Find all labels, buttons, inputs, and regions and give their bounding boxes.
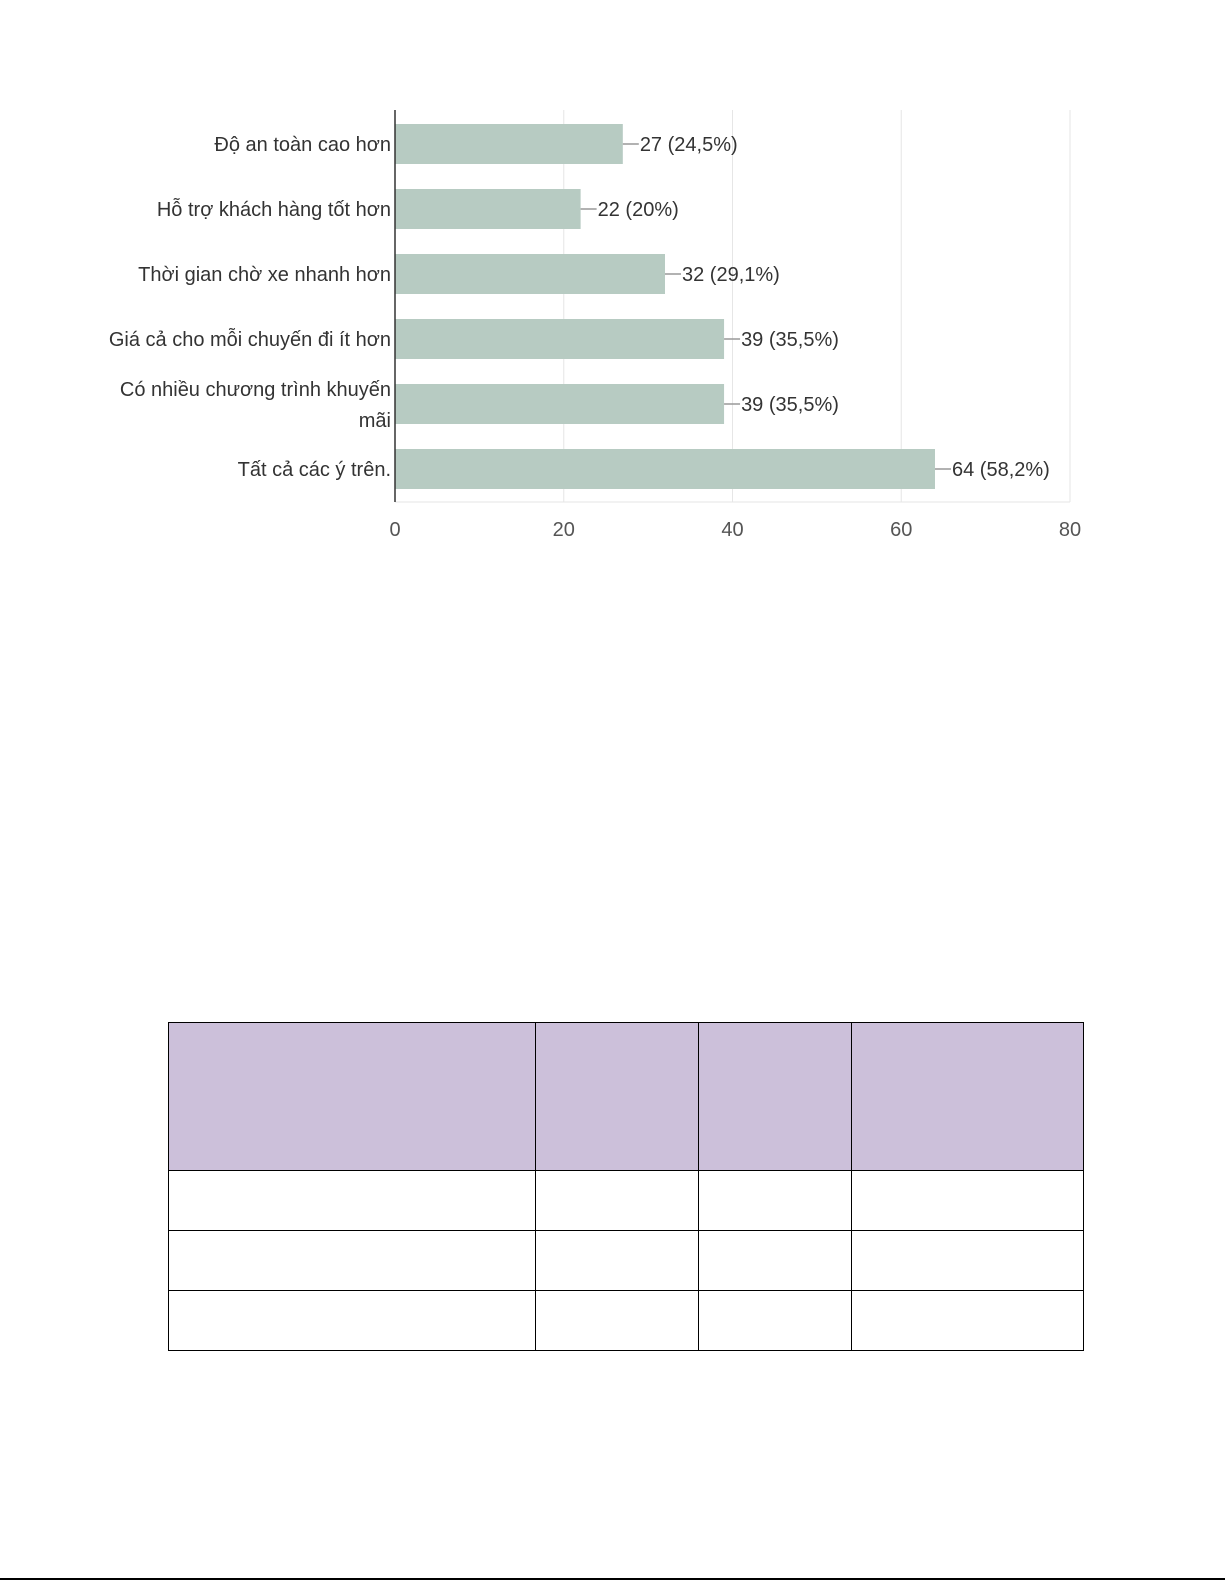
table-cell (535, 1290, 699, 1351)
bar (395, 319, 725, 359)
x-tick-label: 0 (389, 519, 400, 541)
table-cell (851, 1170, 1084, 1231)
table-cell (535, 1230, 699, 1291)
table-cell (168, 1290, 536, 1351)
table-header-row (168, 1022, 1084, 1171)
chart-tick-labels: 0 20 40 60 80 (389, 519, 1081, 541)
table-row (168, 1230, 1084, 1291)
chart-gridlines (395, 110, 1071, 503)
chart-leader-lines (580, 143, 951, 470)
category-label: Tất cả các ý trên. (238, 459, 391, 481)
table-header-cell (698, 1022, 852, 1171)
x-tick-label: 80 (1059, 519, 1081, 541)
x-tick-label: 20 (553, 519, 575, 541)
value-label: 39 (35,5%) (741, 329, 839, 351)
value-label: 32 (29,1%) (682, 264, 780, 286)
bar (395, 254, 665, 294)
category-label: Hỗ trợ khách hàng tốt hơn (157, 198, 391, 221)
data-table (168, 1022, 1084, 1351)
value-label: 22 (20%) (598, 199, 679, 221)
chart-category-labels: Độ an toàn cao hơn Hỗ trợ khách hàng tốt … (109, 134, 391, 481)
category-label: Giá cả cho mỗi chuyến đi ít hơn (109, 328, 391, 351)
table-cell (168, 1230, 536, 1291)
value-label: 27 (24,5%) (640, 134, 738, 156)
table-cell (851, 1290, 1084, 1351)
table-cell (168, 1170, 536, 1231)
bar (395, 189, 581, 229)
value-label: 64 (58,2%) (952, 459, 1050, 481)
page-bottom-rule (0, 1578, 1225, 1580)
table-header-cell (851, 1022, 1084, 1171)
bar (395, 449, 935, 489)
value-label: 39 (35,5%) (741, 394, 839, 416)
table-header-cell (535, 1022, 699, 1171)
table-header-cell (168, 1022, 536, 1171)
bar (395, 124, 623, 164)
table-cell (535, 1170, 699, 1231)
table-cell (698, 1230, 852, 1291)
x-tick-label: 40 (721, 519, 743, 541)
table-cell (851, 1230, 1084, 1291)
chart-value-labels: 27 (24,5%) 22 (20%) 32 (29,1%) 39 (35,5%) 39… (598, 134, 1050, 481)
chart-bars (395, 124, 935, 489)
table-row (168, 1170, 1084, 1231)
bar-chart: 27 (24,5%) 22 (20%) 32 (29,1%) 39 (35,5%) 39… (109, 110, 1081, 541)
table-cell (698, 1290, 852, 1351)
category-label: Độ an toàn cao hơn (214, 134, 391, 156)
bar (395, 384, 725, 424)
category-label: Thời gian chờ xe nhanh hơn (138, 264, 391, 286)
x-tick-label: 60 (890, 519, 912, 541)
table-cell (698, 1170, 852, 1231)
table-row (168, 1290, 1084, 1351)
category-label: Có nhiều chương trình khuyến mãi (120, 379, 391, 432)
